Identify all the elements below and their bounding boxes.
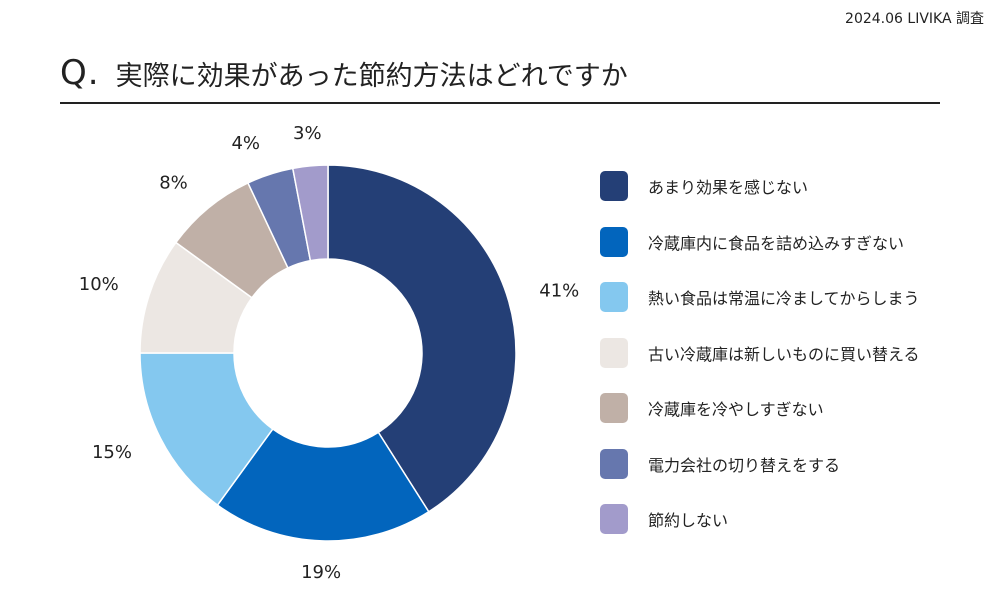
legend-item-2: 冷蔵庫内に食品を詰め込みすぎない xyxy=(600,226,990,258)
slice-7 xyxy=(291,164,329,262)
slice-3 xyxy=(139,352,274,507)
source-note: 2024.06 LIVIKA 調査 xyxy=(845,11,984,27)
legend-item-3: 熱い食品は常温に冷ましてからしまう xyxy=(600,281,990,313)
legend-item-1: あまり効果を感じない xyxy=(600,170,990,202)
percent-label-3: 15% xyxy=(92,442,132,463)
legend-label: 古い冷蔵庫は新しいものに買い替える xyxy=(648,344,920,364)
legend: あまり効果を感じない冷蔵庫内に食品を詰め込みすぎない 熱い食品は常温に冷ましてから… xyxy=(600,170,990,559)
legend-swatch xyxy=(600,448,628,479)
legend-label: 冷蔵庫内に食品を詰め込みすぎない xyxy=(648,233,905,253)
legend-label: 節約しない xyxy=(648,511,729,530)
legend-item-6: 電力会社の切り替えをする xyxy=(600,448,990,480)
legend-label: あまり効果を感じない xyxy=(648,178,809,197)
donut-slices xyxy=(139,164,517,542)
legend-swatch xyxy=(600,226,628,257)
slice-2 xyxy=(216,428,430,542)
legend-item-7: 節約しない xyxy=(600,503,990,535)
legend-item-4: 古い冷蔵庫は新しいものに買い替える xyxy=(600,337,990,369)
title-row: Q. 実際に効果があった節約方法はどれですか xyxy=(60,44,940,104)
question-title: 実際に効果があった節約方法はどれですか xyxy=(115,60,628,92)
legend-swatch xyxy=(600,171,628,201)
legend-label: 電力会社の切り替えをする xyxy=(648,455,841,475)
percent-label-7: 3% xyxy=(293,123,322,144)
legend-swatch xyxy=(600,504,628,534)
question-mark-label: Q. xyxy=(60,53,100,93)
legend-swatch xyxy=(600,393,628,423)
percent-label-4: 10% xyxy=(79,274,119,295)
legend-label: 熱い食品は常温に冷ましてからしまう xyxy=(648,289,920,308)
slice-1 xyxy=(327,164,517,513)
legend-swatch xyxy=(600,282,628,312)
percent-labels: 41% 19% 15% 10% 8% 4% 3% xyxy=(79,123,580,583)
percent-label-1: 41% xyxy=(539,281,579,302)
legend-item-5: 冷蔵庫を冷やしすぎない xyxy=(600,392,990,424)
percent-label-6: 4% xyxy=(231,133,260,154)
percent-label-5: 8% xyxy=(159,172,188,193)
legend-swatch xyxy=(600,337,628,368)
percent-label-2: 19% xyxy=(301,562,341,583)
legend-label: 冷蔵庫を冷やしすぎない xyxy=(648,400,824,419)
